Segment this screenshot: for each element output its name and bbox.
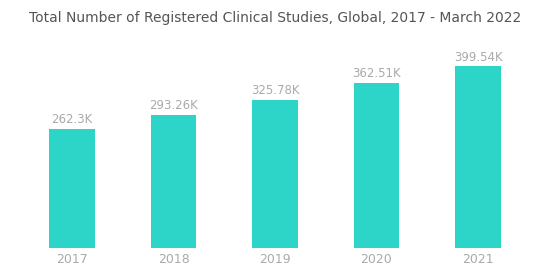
Text: 293.26K: 293.26K (149, 99, 198, 112)
Bar (49, 129, 95, 248)
Text: 399.54K: 399.54K (454, 50, 502, 63)
Text: 262.3K: 262.3K (51, 113, 92, 126)
Bar (151, 115, 196, 248)
Text: 362.51K: 362.51K (352, 67, 401, 80)
Bar (455, 66, 501, 248)
Text: 325.78K: 325.78K (251, 84, 299, 97)
Bar (354, 83, 399, 248)
Bar (252, 100, 298, 248)
Title: Total Number of Registered Clinical Studies, Global, 2017 - March 2022: Total Number of Registered Clinical Stud… (29, 11, 521, 25)
